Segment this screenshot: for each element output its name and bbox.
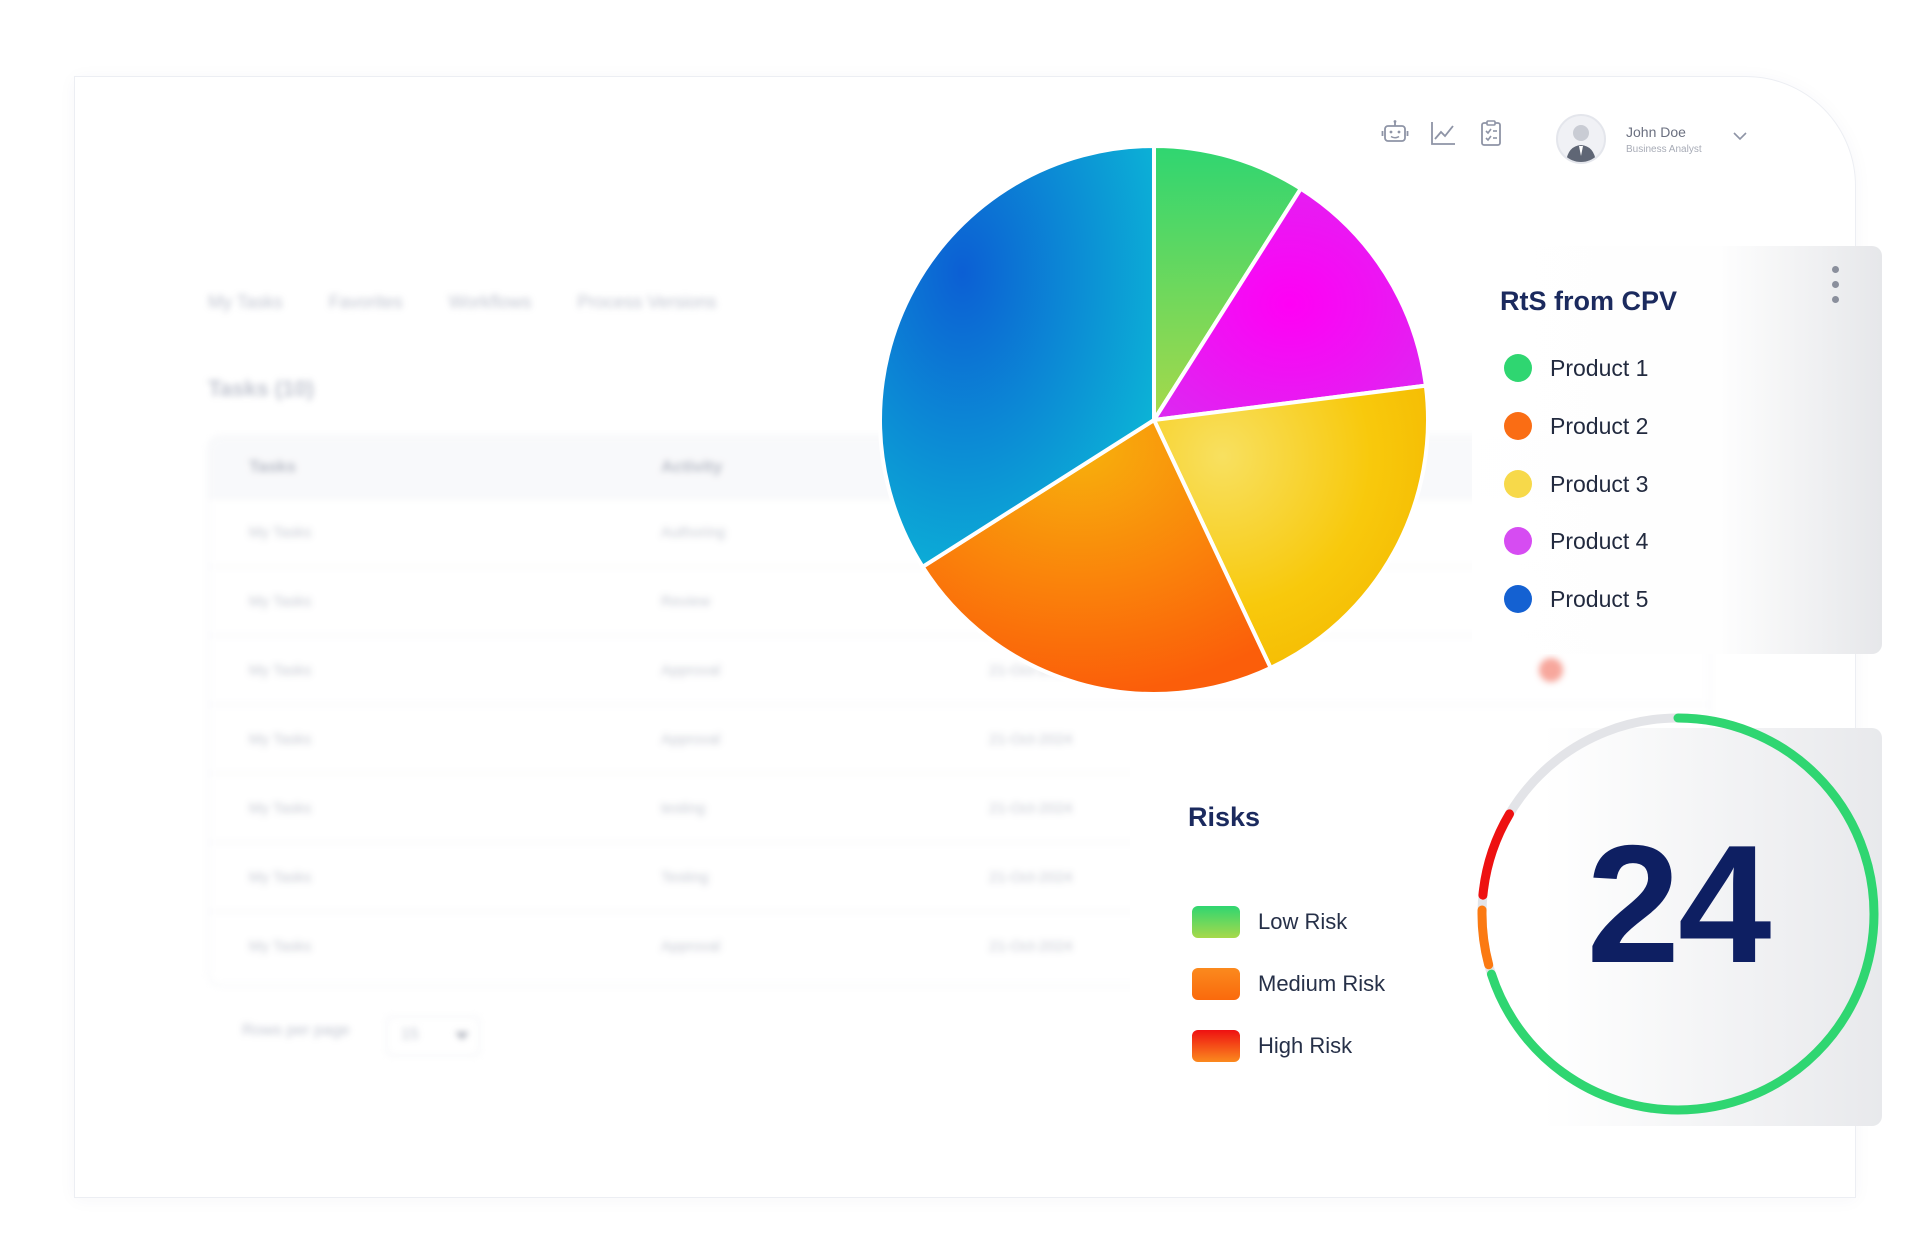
table-row[interactable]: My Tasks Testing 21-Oct-2024: [209, 843, 1709, 912]
rts-card: [1472, 246, 1882, 654]
user-menu[interactable]: John Doe Business Analyst: [1556, 114, 1702, 164]
legend-item-product-5: Product 5: [1504, 585, 1648, 613]
pie-slice-product-5[interactable]: [878, 144, 1156, 569]
risk-label: Low Risk: [1258, 909, 1348, 934]
row-date: 21-Oct-2024: [989, 731, 1073, 748]
legend-dot: [1504, 527, 1532, 555]
avatar: [1556, 114, 1606, 164]
legend-dot: [1504, 412, 1532, 440]
rows-per-page-value: 15: [401, 1026, 419, 1043]
rows-per-page-label: Rows per page: [242, 1022, 350, 1039]
legend-label: Product 2: [1550, 412, 1649, 439]
pie-slice-product-4[interactable]: [1152, 186, 1428, 422]
pie-slice-product-2[interactable]: [920, 418, 1273, 696]
row-activity: Authoring: [661, 524, 726, 541]
risk-swatch: [1192, 1030, 1240, 1062]
table-row[interactable]: My Tasks testing 21-Oct-2024: [209, 774, 1709, 843]
row-activity: Approval: [661, 731, 721, 748]
legend-item-product-3: Product 3: [1504, 470, 1648, 498]
tab-workflows[interactable]: Workflows: [448, 292, 532, 312]
legend-dot: [1504, 470, 1532, 498]
risk-legend-low: Low Risk: [1192, 906, 1347, 938]
risks-card: [1130, 728, 1882, 1126]
legend-label: Product 5: [1550, 585, 1649, 612]
row-activity: Review: [661, 593, 711, 610]
row-task: My Tasks: [249, 938, 312, 955]
risk-gauge: [1477, 713, 1879, 1115]
row-activity: Testing: [661, 869, 709, 886]
column-header-tasks[interactable]: Tasks: [249, 457, 296, 476]
gauge-arc-medium: [1477, 713, 1879, 1115]
more-options-icon[interactable]: [1832, 266, 1842, 311]
user-role: Business Analyst: [1626, 143, 1702, 155]
caret-down-icon: [455, 1032, 469, 1040]
risk-label: Medium Risk: [1258, 971, 1386, 996]
row-date: 21-Oct-2024: [989, 938, 1073, 955]
tasks-title: Tasks (10): [208, 376, 314, 401]
row-date: 21-Oct-2024: [989, 800, 1073, 817]
rts-card-title: RtS from CPV: [1500, 286, 1678, 316]
risk-label: High Risk: [1258, 1033, 1353, 1058]
row-activity: Approval: [661, 662, 721, 679]
clipboard-icon[interactable]: [1476, 118, 1506, 148]
tab-favorites[interactable]: Favorites: [328, 292, 403, 312]
row-date: 21-Oct-2024: [989, 869, 1073, 886]
task-tabs: My Tasks Favorites Workflows Process Ver…: [208, 292, 716, 313]
row-task: My Tasks: [249, 662, 312, 679]
row-task: My Tasks: [249, 731, 312, 748]
legend-dot: [1504, 585, 1532, 613]
risk-legend-high: High Risk: [1192, 1030, 1352, 1062]
pie-slice-product-1[interactable]: [1152, 144, 1303, 422]
header-toolbar: [1380, 118, 1506, 148]
risks-card-title: Risks: [1188, 802, 1261, 832]
risk-swatch: [1192, 968, 1240, 1000]
table-row[interactable]: My Tasks Review: [209, 567, 1709, 636]
row-activity: testing: [661, 800, 706, 817]
rts-pie-chart: [878, 144, 1430, 696]
user-name: John Doe: [1626, 123, 1686, 140]
risk-total: 24: [1586, 810, 1772, 998]
legend-item-product-4: Product 4: [1504, 527, 1648, 555]
rows-per-page-select[interactable]: 15: [386, 1016, 480, 1056]
legend-label: Product 1: [1550, 354, 1649, 381]
column-header-activity[interactable]: Activity: [661, 457, 723, 476]
risk-swatch: [1192, 906, 1240, 938]
tab-process-versions[interactable]: Process Versions: [577, 292, 717, 312]
legend-item-product-1: Product 1: [1504, 354, 1648, 382]
row-task: My Tasks: [249, 800, 312, 817]
tab-my-tasks[interactable]: My Tasks: [208, 292, 283, 312]
chevron-down-icon[interactable]: [1730, 126, 1750, 146]
gauge-arc-low: [1477, 713, 1879, 1115]
row-task: My Tasks: [249, 524, 312, 541]
robot-icon[interactable]: [1380, 118, 1410, 148]
table-row[interactable]: My Tasks Approval 21-Oct-2024: [209, 912, 1709, 980]
line-chart-icon[interactable]: [1428, 118, 1458, 148]
row-task: My Tasks: [249, 869, 312, 886]
legend-label: Product 4: [1550, 527, 1649, 554]
pie-slice-product-3[interactable]: [1152, 383, 1430, 670]
legend-label: Product 3: [1550, 470, 1649, 497]
risk-legend-medium: Medium Risk: [1192, 968, 1385, 1000]
table-row[interactable]: My Tasks Approval 21-Oct-2024: [209, 705, 1709, 774]
legend-dot: [1504, 354, 1532, 382]
legend-item-product-2: Product 2: [1504, 412, 1648, 440]
row-task: My Tasks: [249, 593, 312, 610]
row-activity: Approval: [661, 938, 721, 955]
status-badge: [1539, 658, 1563, 682]
